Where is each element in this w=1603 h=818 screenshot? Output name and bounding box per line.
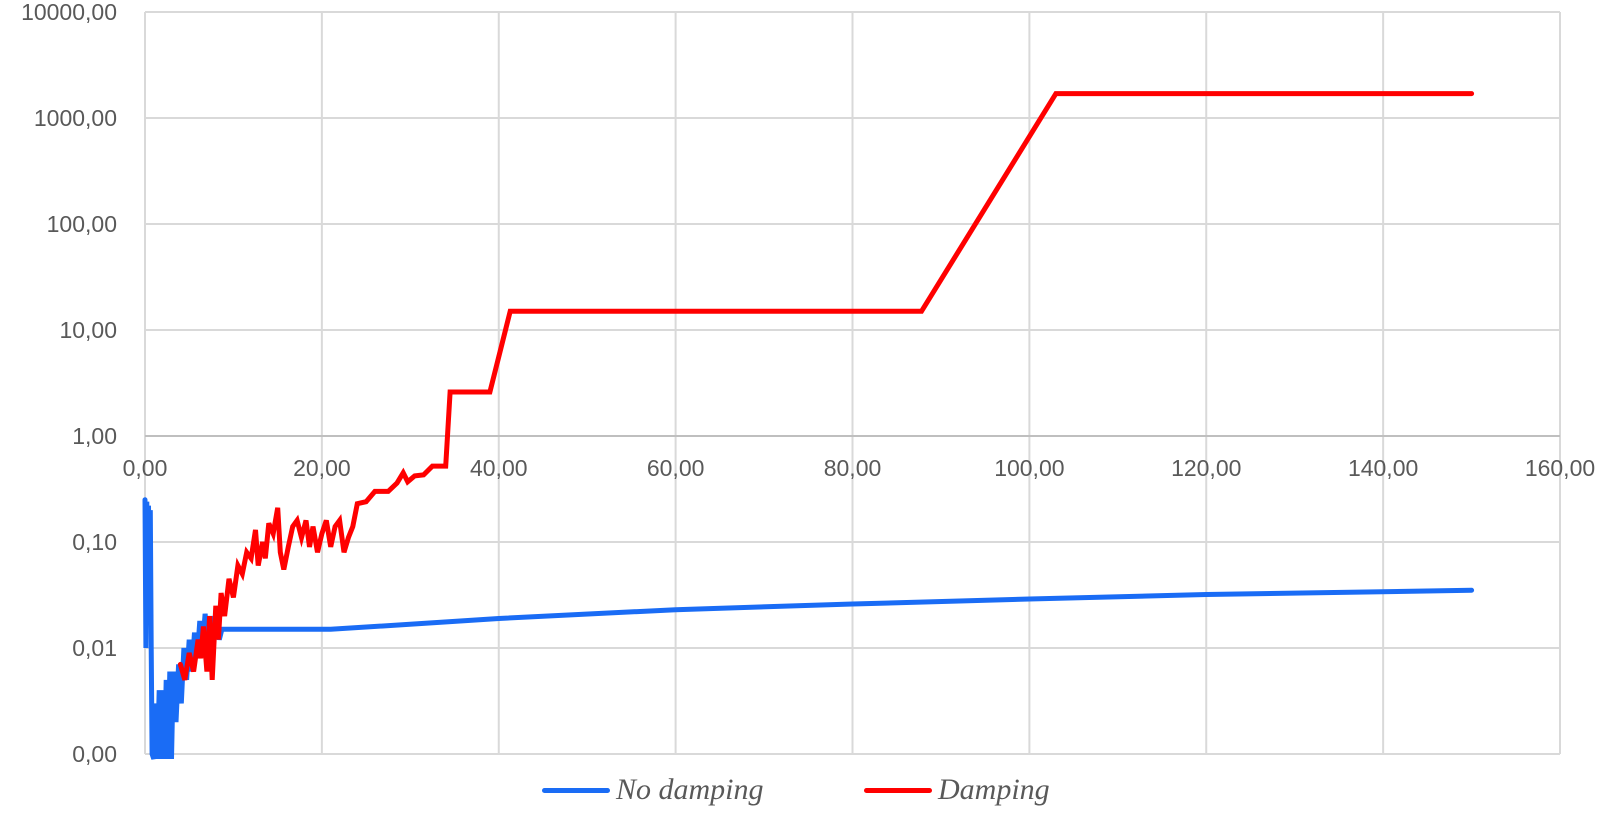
y-axis-ticks: 10000,00 1000,00 100,00 10,00 1,00 0,10 0,01 0,… — [21, 0, 117, 767]
legend-item-no-damping: No damping — [542, 770, 764, 810]
y-tick-label: 100,00 — [47, 211, 117, 237]
x-tick-label: 20,00 — [293, 455, 351, 481]
x-tick-label: 40,00 — [470, 455, 528, 481]
grid — [144, 11, 1561, 755]
series-line-no-damping — [142, 497, 1475, 760]
legend-item-damping: Damping — [864, 770, 1050, 810]
x-tick-label: 100,00 — [994, 455, 1064, 481]
x-tick-label: 0,00 — [123, 455, 168, 481]
legend-label-no-damping: No damping — [616, 773, 764, 806]
legend-swatch-damping — [864, 787, 932, 793]
y-tick-label: 0,10 — [72, 529, 117, 555]
series-line-damping — [177, 91, 1475, 681]
legend-label-damping: Damping — [938, 773, 1050, 806]
y-tick-label: 0,00 — [72, 741, 117, 767]
x-tick-label: 60,00 — [647, 455, 705, 481]
y-tick-label: 1000,00 — [34, 105, 117, 131]
x-tick-label: 140,00 — [1348, 455, 1418, 481]
y-tick-label: 0,01 — [72, 635, 117, 661]
x-tick-label: 160,00 — [1525, 455, 1595, 481]
series-layer — [142, 91, 1475, 760]
legend-swatch-no-damping — [542, 787, 610, 793]
x-axis-ticks: 0,00 20,00 40,00 60,00 80,00 100,00 120,00 140,… — [123, 455, 1596, 481]
y-tick-label: 1,00 — [72, 423, 117, 449]
legend: No damping Damping — [0, 770, 1603, 810]
x-tick-label: 120,00 — [1171, 455, 1241, 481]
y-tick-label: 10000,00 — [21, 0, 117, 25]
y-tick-label: 10,00 — [59, 317, 117, 343]
x-tick-label: 80,00 — [824, 455, 882, 481]
